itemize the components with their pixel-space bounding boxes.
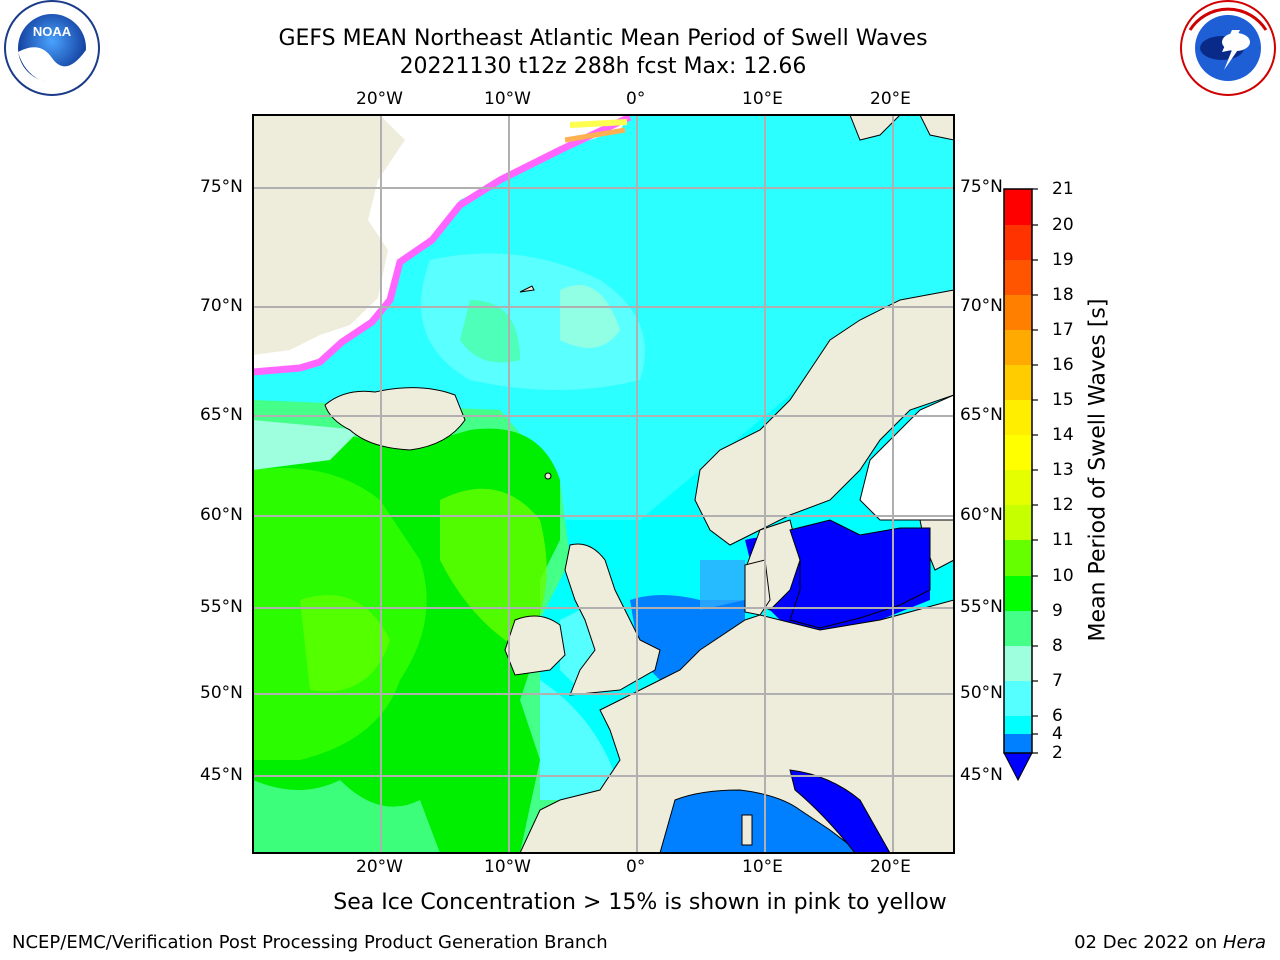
colorbar-tick-13: 13: [1052, 460, 1074, 480]
colorbar-tick-9: 9: [1052, 601, 1063, 621]
lon-label-top-20w: 20°W: [356, 89, 403, 109]
lat-label-left-65n: 65°N: [200, 405, 243, 425]
noaa-logo: NOAA: [4, 0, 100, 96]
lon-label-bottom-20e: 20°E: [870, 857, 911, 877]
lat-label-left-75n: 75°N: [200, 177, 243, 197]
colorbar-tick-10: 10: [1052, 566, 1074, 586]
lat-label-right-60n: 60°N: [960, 505, 1003, 525]
nws-logo: [1180, 0, 1276, 96]
footer-credit: NCEP/EMC/Verification Post Processing Pr…: [12, 932, 608, 953]
lat-label-right-75n: 75°N: [960, 177, 1003, 197]
colorbar-tick-7: 7: [1052, 671, 1063, 691]
footer-date-text: 02 Dec 2022 on: [1074, 932, 1223, 953]
lat-label-right-70n: 70°N: [960, 296, 1003, 316]
lat-label-right-45n: 45°N: [960, 765, 1003, 785]
colorbar-title: Mean Period of Swell Waves [s]: [1085, 298, 1111, 642]
colorbar-tick-15: 15: [1052, 390, 1074, 410]
lat-label-right-50n: 50°N: [960, 683, 1003, 703]
colorbar-tick-6: 6: [1052, 706, 1063, 726]
map-frame: [252, 114, 955, 854]
colorbar-tick-19: 19: [1052, 250, 1074, 270]
sea-ice-note: Sea Ice Concentration > 15% is shown in …: [333, 890, 947, 915]
footer-host: Hera: [1222, 932, 1266, 953]
colorbar-tick-21: 21: [1052, 179, 1074, 199]
colorbar-extend-arrow: [1003, 752, 1033, 782]
chart-title: GEFS MEAN Northeast Atlantic Mean Period…: [278, 26, 928, 51]
lon-label-bottom-20w: 20°W: [356, 857, 403, 877]
colorbar-tick-12: 12: [1052, 495, 1074, 515]
chart-subtitle-run-info: 20221130 t12z 288h fcst Max: 12.66: [399, 54, 807, 79]
lon-label-top-10e: 10°E: [742, 89, 783, 109]
colorbar: [1003, 188, 1038, 782]
map-gridlines: [253, 115, 954, 853]
lat-label-left-60n: 60°N: [200, 505, 243, 525]
lat-label-left-50n: 50°N: [200, 683, 243, 703]
colorbar-tick-20: 20: [1052, 215, 1074, 235]
map-panel: [253, 115, 954, 853]
lon-label-bottom-10e: 10°E: [742, 857, 783, 877]
lat-label-left-70n: 70°N: [200, 296, 243, 316]
colorbar-tick-11: 11: [1052, 530, 1074, 550]
colorbar-tick-2: 2: [1052, 743, 1063, 763]
colorbar-tick-17: 17: [1052, 320, 1074, 340]
lon-label-bottom-10w: 10°W: [484, 857, 531, 877]
lon-label-top-20e: 20°E: [870, 89, 911, 109]
lon-label-top-0: 0°: [626, 89, 646, 109]
colorbar-tick-14: 14: [1052, 425, 1074, 445]
lat-label-right-55n: 55°N: [960, 597, 1003, 617]
colorbar-tick-4: 4: [1052, 724, 1063, 744]
lat-label-right-65n: 65°N: [960, 405, 1003, 425]
lon-label-bottom-0: 0°: [626, 857, 646, 877]
footer-date: 02 Dec 2022 on Hera: [1074, 932, 1266, 953]
noaa-logo-text: NOAA: [33, 24, 72, 39]
lat-label-left-55n: 55°N: [200, 597, 243, 617]
colorbar-tick-16: 16: [1052, 355, 1074, 375]
colorbar-tick-18: 18: [1052, 285, 1074, 305]
lon-label-top-10w: 10°W: [484, 89, 531, 109]
lat-label-left-45n: 45°N: [200, 765, 243, 785]
colorbar-tick-8: 8: [1052, 636, 1063, 656]
